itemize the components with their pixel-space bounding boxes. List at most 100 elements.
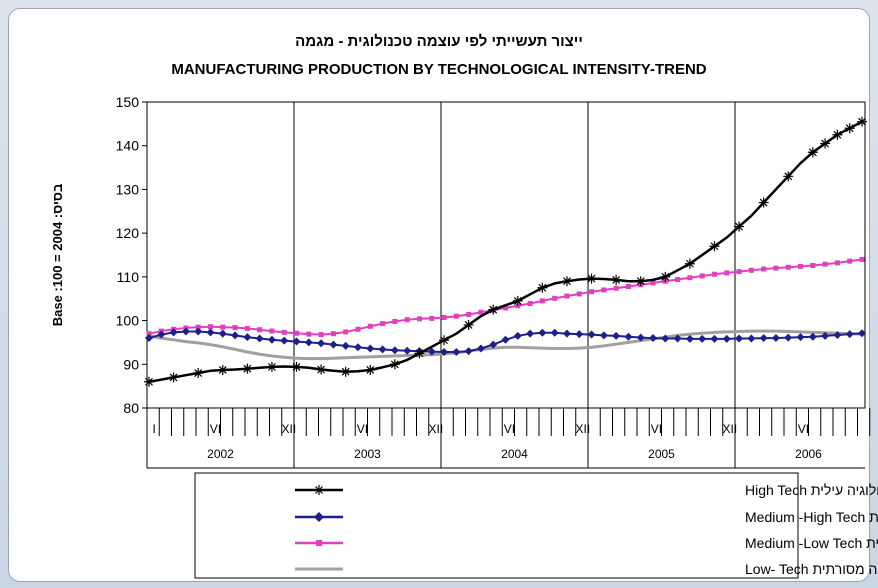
data-point <box>244 325 250 331</box>
data-point <box>589 289 595 295</box>
data-point <box>709 241 720 252</box>
data-point <box>636 333 645 342</box>
data-point <box>698 334 707 343</box>
data-point <box>771 334 780 343</box>
data-point <box>550 328 559 337</box>
data-point <box>527 301 533 307</box>
data-point <box>343 329 349 335</box>
data-point <box>266 361 277 372</box>
data-point <box>844 123 855 134</box>
data-point <box>181 327 190 336</box>
data-point <box>392 318 398 324</box>
legend-label: טכנולוגיה מעורבת מסורתית Medium -Low Tec… <box>745 535 878 551</box>
data-point <box>612 331 621 340</box>
data-point <box>858 329 866 338</box>
data-point <box>146 331 152 337</box>
y-axis-label: Base :100 = 2004 :בסיס <box>50 184 65 327</box>
data-point <box>453 313 459 319</box>
year-gridlines <box>293 102 736 408</box>
series-line <box>148 258 863 336</box>
data-point <box>747 334 756 343</box>
data-point <box>845 330 854 339</box>
data-point <box>353 343 362 352</box>
y-tick-label: 80 <box>123 400 139 416</box>
x-axis: I VI XII VI XII VI XII VI XII VI 2002 2003 2004 2005 2… <box>146 408 871 469</box>
data-point <box>217 364 228 375</box>
data-point <box>488 304 499 315</box>
data-point <box>267 335 276 344</box>
x-month-label: XII <box>429 422 444 436</box>
data-point <box>526 329 535 338</box>
data-point <box>194 327 203 336</box>
data-point <box>292 337 301 346</box>
data-point <box>624 332 633 341</box>
data-point <box>834 260 840 266</box>
y-tick-label: 130 <box>116 181 140 197</box>
data-point <box>796 333 805 342</box>
data-point <box>476 344 485 353</box>
data-point <box>316 364 327 375</box>
data-point <box>538 328 547 337</box>
data-point <box>330 331 336 337</box>
data-point <box>759 334 768 343</box>
data-point <box>281 329 287 335</box>
data-point <box>429 315 435 321</box>
data-point <box>145 334 153 343</box>
data-point <box>255 334 264 343</box>
data-point <box>242 363 253 374</box>
data-point <box>340 366 351 377</box>
x-month-label: XII <box>282 422 297 436</box>
legend-box <box>194 472 799 579</box>
data-point <box>195 324 201 330</box>
data-point <box>378 345 387 354</box>
x-month-label: I <box>152 422 155 436</box>
data-point <box>684 258 695 269</box>
legend: טכנולוגיה עילית High Tech טכנולוגיה מעורב… <box>194 472 878 579</box>
data-point <box>304 338 313 347</box>
data-point <box>193 368 204 379</box>
data-point <box>537 282 548 293</box>
legend-marker <box>316 540 322 546</box>
data-point <box>390 346 399 355</box>
data-point <box>452 348 461 357</box>
data-point <box>564 293 570 299</box>
data-point <box>207 324 213 330</box>
y-axis: 80 90 100 110 120 130 140 150 <box>116 94 147 416</box>
data-point <box>168 372 179 383</box>
y-tick-label: 120 <box>116 225 140 241</box>
y-tick-label: 110 <box>117 269 140 285</box>
data-point <box>821 331 830 340</box>
data-point <box>650 280 656 286</box>
data-point <box>157 330 166 339</box>
data-point <box>734 221 745 232</box>
data-point <box>416 316 422 322</box>
data-point <box>586 273 597 284</box>
data-point <box>317 339 326 348</box>
data-point <box>847 258 853 264</box>
legend-label: טכנולוגיה מעורבת עילית Medium -High Tech <box>745 509 878 525</box>
data-point <box>810 262 816 268</box>
x-year-label: 2003 <box>354 447 381 461</box>
chart-title: ייצור תעשייתי לפי עוצמה טכנולוגית - מגמה <box>295 33 583 50</box>
legend-marker <box>314 485 324 495</box>
data-point <box>710 334 719 343</box>
data-point <box>611 274 622 285</box>
data-point <box>724 270 730 276</box>
data-point <box>575 330 584 339</box>
data-point <box>389 359 400 370</box>
data-point <box>736 269 742 275</box>
data-point <box>464 347 473 356</box>
data-point <box>463 319 474 330</box>
data-point <box>512 295 523 306</box>
data-point <box>206 328 215 337</box>
data-point <box>513 331 522 340</box>
x-month-label: VI <box>798 422 809 436</box>
x-year-label: 2004 <box>501 447 528 461</box>
data-point <box>232 325 238 331</box>
data-point <box>685 334 694 343</box>
data-point <box>318 332 324 338</box>
data-point <box>761 266 767 272</box>
y-tick-label: 100 <box>116 313 140 329</box>
data-point <box>243 333 252 342</box>
